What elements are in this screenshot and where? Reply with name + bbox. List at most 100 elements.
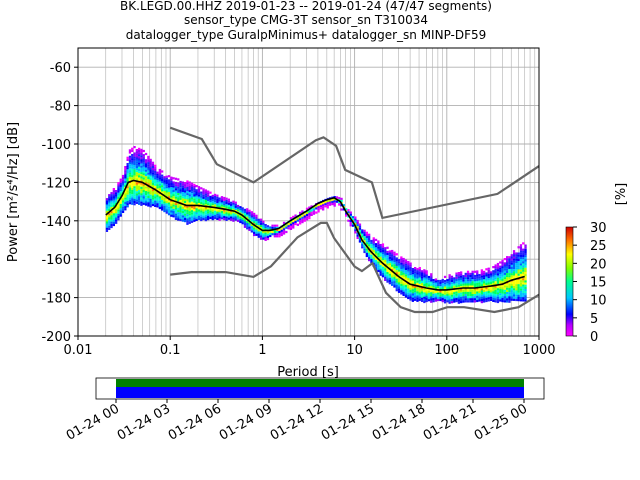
psd-cell	[167, 175, 171, 178]
psd-cell	[216, 203, 219, 206]
psd-cell	[119, 178, 122, 181]
psd-cell	[124, 170, 127, 173]
psd-cell	[503, 258, 506, 261]
psd-cell	[213, 193, 217, 196]
psd-cell	[512, 279, 516, 282]
psd-cell	[515, 269, 518, 272]
psd-cell	[167, 185, 171, 188]
psd-cell	[227, 204, 230, 208]
psd-cell	[131, 202, 134, 205]
psd-cell	[138, 164, 141, 167]
psd-cell	[158, 206, 161, 210]
psd-cell	[230, 201, 233, 204]
psd-cell	[508, 300, 511, 303]
psd-cell	[517, 265, 520, 268]
psd-cell	[506, 277, 509, 280]
psd-cell	[142, 149, 145, 153]
psd-cell	[356, 236, 359, 239]
psd-cell	[149, 201, 152, 204]
psd-cell	[161, 187, 164, 190]
psd-cell	[506, 292, 509, 295]
psd-cell	[246, 220, 249, 224]
psd-cell	[135, 197, 138, 200]
psd-cell	[147, 193, 150, 196]
psd-cell	[517, 294, 520, 297]
psd-cell	[282, 226, 286, 229]
psd-cell	[411, 287, 414, 290]
psd-cell	[108, 200, 111, 203]
psd-cell	[124, 176, 127, 179]
psd-cell	[322, 206, 325, 209]
psd-cell	[522, 257, 525, 260]
psd-cell	[464, 300, 467, 303]
psd-cell	[184, 196, 187, 199]
psd-cell	[223, 201, 226, 204]
psd-cell	[128, 159, 132, 163]
psd-cell	[131, 198, 134, 201]
psd-cell	[515, 258, 518, 261]
psd-cell	[524, 257, 527, 260]
psd-cell	[508, 277, 511, 280]
psd-cell	[209, 214, 212, 217]
psd-cell	[151, 170, 155, 173]
psd-cell	[402, 262, 405, 265]
psd-cell	[448, 278, 451, 281]
plot-frame	[77, 47, 540, 337]
psd-cell	[156, 194, 159, 197]
psd-cell	[455, 289, 458, 292]
psd-cell	[485, 274, 488, 277]
psd-cell	[345, 208, 348, 211]
psd-cell	[443, 280, 447, 283]
psd-cell	[115, 194, 118, 197]
psd-cell	[506, 300, 509, 303]
psd-cell	[524, 259, 527, 262]
psd-cell	[151, 201, 155, 204]
psd-cell	[522, 248, 525, 251]
psd-cell	[328, 203, 332, 206]
psd-cell	[124, 197, 127, 200]
psd-cell	[462, 300, 465, 303]
psd-cell	[446, 279, 449, 282]
psd-cell	[119, 182, 122, 185]
psd-cell	[524, 299, 527, 302]
psd-cell	[181, 213, 184, 216]
psd-cell	[519, 252, 523, 255]
psd-cell	[361, 246, 364, 249]
psd-cell	[384, 253, 387, 256]
psd-cell	[506, 258, 509, 261]
psd-cell	[388, 250, 391, 253]
psd-cell	[501, 276, 504, 279]
psd-cell	[140, 201, 143, 204]
psd-cell	[519, 261, 523, 264]
psd-cell	[232, 202, 235, 205]
psd-cell	[480, 269, 483, 272]
psd-cell	[253, 229, 256, 232]
psd-cell	[499, 269, 502, 272]
psd-cell	[315, 207, 318, 210]
psd-cell	[278, 233, 281, 236]
psd-cell	[414, 292, 417, 295]
psd-cell	[333, 198, 336, 201]
psd-cell	[432, 279, 435, 282]
psd-cell	[227, 207, 230, 210]
psd-cell	[253, 231, 256, 234]
psd-cell	[253, 221, 256, 224]
psd-cell	[519, 244, 523, 247]
psd-cell	[140, 163, 143, 166]
psd-cell	[207, 198, 210, 202]
psd-cell	[117, 207, 120, 210]
psd-cell	[216, 209, 219, 212]
psd-cell	[255, 218, 258, 222]
psd-cell	[326, 206, 329, 209]
psd-cell	[128, 176, 132, 179]
psd-cell	[517, 252, 520, 255]
psd-cell	[512, 298, 516, 301]
psd-cell	[510, 254, 513, 257]
psd-cell	[441, 297, 444, 301]
psd-cell	[524, 246, 527, 249]
psd-cell	[154, 181, 157, 184]
psd-cell	[133, 156, 136, 159]
psd-cell	[471, 272, 474, 275]
psd-cell	[453, 292, 456, 295]
psd-cell	[368, 235, 371, 238]
